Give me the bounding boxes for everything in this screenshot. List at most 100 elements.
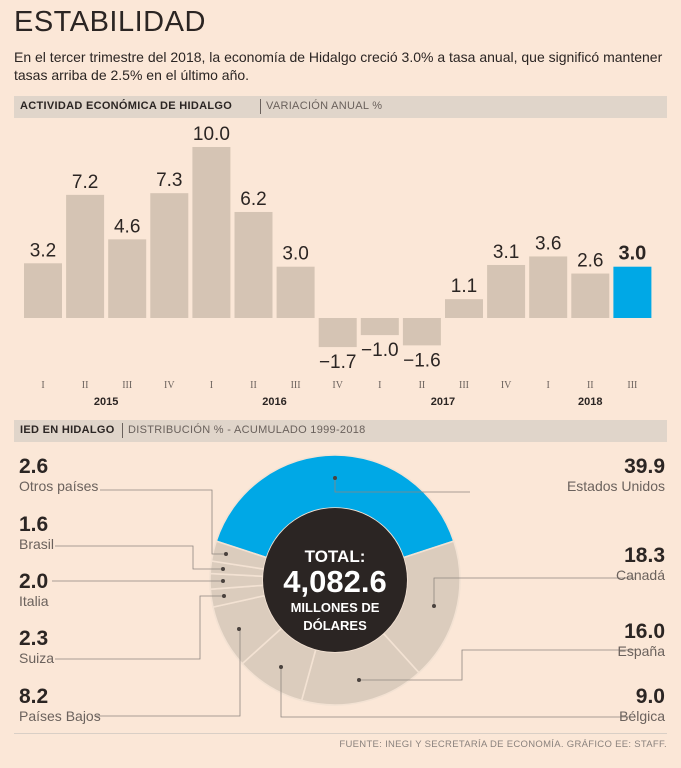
section-divider	[260, 99, 261, 114]
slice-name: España	[617, 643, 665, 659]
quarter-tick-label: II	[82, 380, 89, 391]
slice-value: 1.6	[19, 513, 49, 536]
bar-value-label: 4.6	[114, 216, 140, 237]
bar	[571, 273, 610, 318]
bar	[234, 211, 273, 318]
bar-value-label: 3.0	[618, 243, 646, 265]
slice-name: Otros países	[19, 478, 99, 494]
bar-value-label: 3.1	[493, 242, 519, 263]
slice-value: 2.0	[19, 570, 49, 593]
leader-line	[359, 649, 636, 681]
slice-label-canada: 18.3 Canadá	[615, 544, 665, 584]
bar-value-label: 7.2	[72, 172, 98, 193]
bar-value-label: 6.2	[240, 189, 266, 210]
bar	[276, 266, 315, 318]
slice-name: Canadá	[615, 567, 665, 583]
leader-dot	[221, 567, 225, 571]
year-label: 2016	[262, 396, 286, 408]
slice-label-brasil: 1.6 Brasil	[19, 513, 55, 553]
bar-value-label: 10.0	[193, 124, 230, 145]
slice-name: Bélgica	[619, 708, 665, 724]
bar-chart: 3.2I7.2II4.6III7.3IV10.0I6.2II3.0III−1.7…	[24, 124, 652, 408]
slice-value: 2.6	[19, 455, 49, 478]
bar-value-label: −1.7	[319, 352, 357, 373]
leader-dot	[222, 594, 226, 598]
leader-line	[96, 628, 241, 717]
year-label: 2015	[94, 396, 118, 408]
footer-divider	[14, 733, 667, 734]
leader-dot	[432, 604, 436, 608]
quarter-tick-label: I	[547, 380, 550, 391]
bar-value-label: 2.6	[577, 251, 603, 272]
section-divider	[122, 423, 123, 438]
quarter-tick-label: IV	[164, 380, 175, 391]
leader-dot	[224, 552, 228, 556]
bar-value-label: −1.6	[403, 350, 441, 371]
slice-label-otros: 2.6 Otros países	[19, 455, 99, 495]
slice-name: Brasil	[19, 536, 55, 552]
bar-value-label: 3.2	[30, 240, 56, 261]
quarter-tick-label: I	[210, 380, 213, 391]
bar	[487, 264, 526, 318]
section-header-fdi: IED EN HIDALGO DISTRIBUCIÓN % - ACUMULAD…	[14, 420, 667, 442]
total-label: TOTAL:	[305, 547, 366, 566]
bar	[318, 318, 357, 348]
source-note: FUENTE: INEGI Y SECRETARÍA DE ECONOMÍA. …	[339, 739, 667, 750]
donut-center	[263, 508, 407, 652]
section-subtitle: VARIACIÓN ANUAL %	[266, 100, 383, 112]
leader-dot	[237, 627, 241, 631]
bar-value-label: 3.0	[282, 244, 308, 265]
page-subtitle: En el tercer trimestre del 2018, la econ…	[14, 49, 663, 83]
slice-label-espana: 16.0 España	[617, 620, 665, 660]
leader-dot	[333, 476, 337, 480]
section-subtitle: DISTRIBUCIÓN % - ACUMULADO 1999-2018	[128, 424, 366, 436]
leader-dot	[357, 678, 361, 682]
bar	[192, 147, 231, 318]
bar-value-label: −1.0	[361, 340, 399, 361]
page-title: ESTABILIDAD	[14, 6, 206, 38]
quarter-tick-label: I	[41, 380, 44, 391]
quarter-tick-label: IV	[501, 380, 512, 391]
bar-value-label: 7.3	[156, 170, 182, 191]
section-header-economic-activity: ACTIVIDAD ECONÓMICA DE HIDALGO VARIACIÓN…	[14, 96, 667, 118]
bar-value-label: 3.6	[535, 233, 561, 254]
total-unit: MILLONES DE	[291, 600, 380, 615]
slice-value: 18.3	[624, 544, 665, 567]
quarter-tick-label: II	[587, 380, 594, 391]
leader-line	[55, 545, 223, 570]
slice-name: Italia	[19, 593, 49, 609]
bar	[108, 239, 147, 318]
leader-line	[433, 577, 636, 606]
section-title: IED EN HIDALGO	[20, 424, 115, 436]
bar-value-label: 1.1	[451, 276, 477, 297]
slice-value: 16.0	[624, 620, 665, 643]
slice-label-belgica: 9.0 Bélgica	[619, 686, 665, 725]
total-value: 4,082.6	[283, 564, 386, 599]
bar	[24, 263, 62, 318]
quarter-tick-label: II	[419, 380, 426, 391]
bar	[613, 266, 652, 318]
slice-label-estados-unidos: 39.9 Estados Unidos	[566, 455, 665, 495]
leader-line	[100, 489, 226, 555]
quarter-tick-label: III	[459, 380, 469, 391]
quarter-tick-label: IV	[332, 380, 343, 391]
bar	[66, 194, 105, 318]
quarter-tick-label: I	[378, 380, 381, 391]
slice-name: Países Bajos	[19, 708, 101, 724]
total-unit: DÓLARES	[303, 618, 367, 633]
slice-label-paises-bajos: 8.2 Países Bajos	[19, 686, 101, 725]
leader-line	[334, 478, 470, 493]
quarter-tick-label: III	[122, 380, 132, 391]
slice-value: 39.9	[624, 455, 665, 478]
leader-dot	[221, 579, 225, 583]
year-label: 2018	[578, 396, 602, 408]
slice-label-suiza: 2.3 Suiza	[19, 627, 55, 667]
year-label: 2017	[431, 396, 455, 408]
slice-value: 2.3	[19, 627, 49, 650]
leader-dot	[279, 665, 283, 669]
slice-name: Suiza	[19, 650, 55, 666]
slice-name: Estados Unidos	[566, 478, 665, 494]
bar	[529, 256, 568, 318]
quarter-tick-label: II	[250, 380, 257, 391]
